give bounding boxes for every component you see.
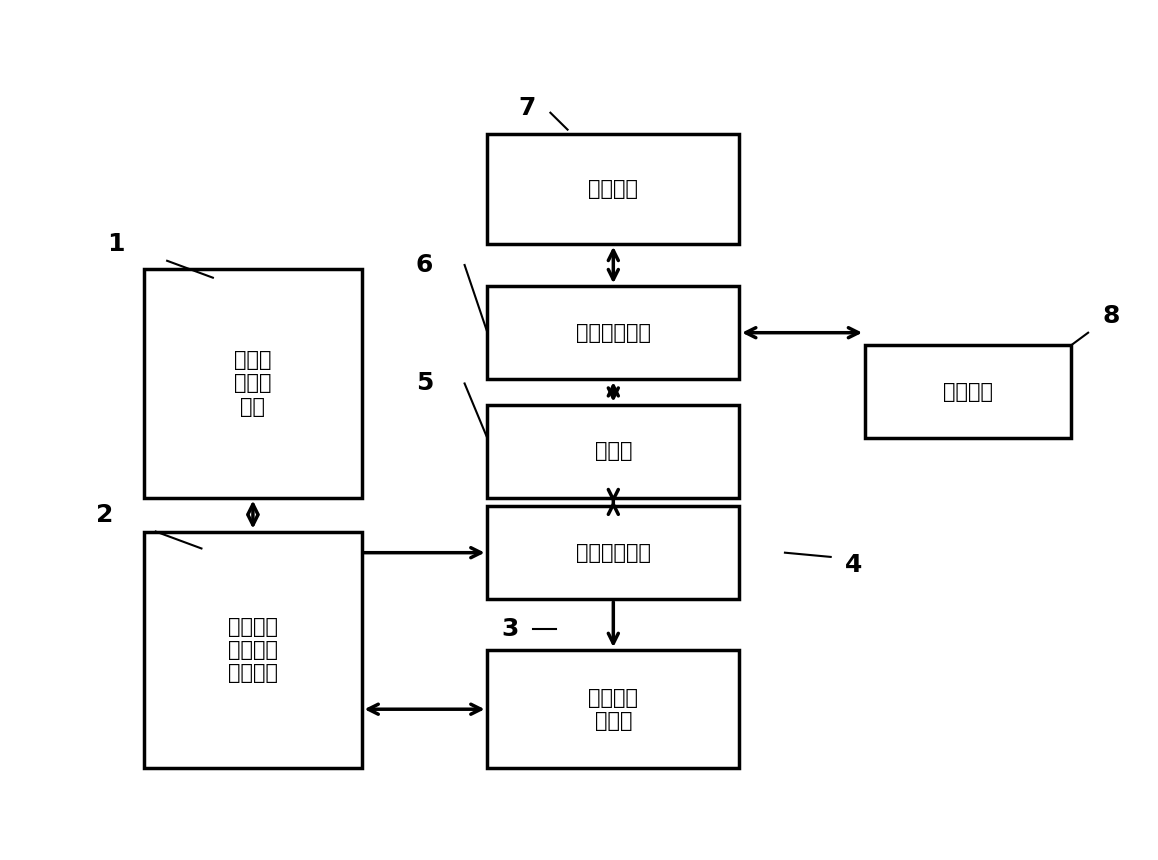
Text: 偏振分光棱镜: 偏振分光棱镜 xyxy=(576,322,651,342)
Text: 偏振片: 偏振片 xyxy=(594,441,632,461)
Text: 空气折
射率测
量仪: 空气折 射率测 量仪 xyxy=(234,350,272,416)
Text: 参考棱镜: 参考棱镜 xyxy=(588,179,638,199)
Bar xyxy=(145,269,361,498)
Text: 8: 8 xyxy=(1102,304,1120,328)
Text: 1: 1 xyxy=(107,232,124,256)
Text: 6: 6 xyxy=(416,253,433,277)
Bar xyxy=(145,531,361,769)
Bar xyxy=(488,404,739,498)
Bar xyxy=(488,507,739,599)
Text: 激光长度
测量仪: 激光长度 测量仪 xyxy=(588,688,638,731)
Text: 5: 5 xyxy=(416,372,433,396)
Text: 7: 7 xyxy=(519,96,536,120)
Bar xyxy=(865,346,1071,439)
Text: 电动旋转平台: 电动旋转平台 xyxy=(576,543,651,562)
Text: 2: 2 xyxy=(95,502,112,526)
Text: 3: 3 xyxy=(501,617,519,641)
Text: 测量棱镜: 测量棱镜 xyxy=(943,382,994,402)
Bar xyxy=(488,286,739,379)
Text: 4: 4 xyxy=(845,553,863,577)
Bar xyxy=(488,134,739,244)
Text: 激光外差
干涉仪的
控制单元: 激光外差 干涉仪的 控制单元 xyxy=(228,617,278,683)
Bar xyxy=(488,650,739,769)
